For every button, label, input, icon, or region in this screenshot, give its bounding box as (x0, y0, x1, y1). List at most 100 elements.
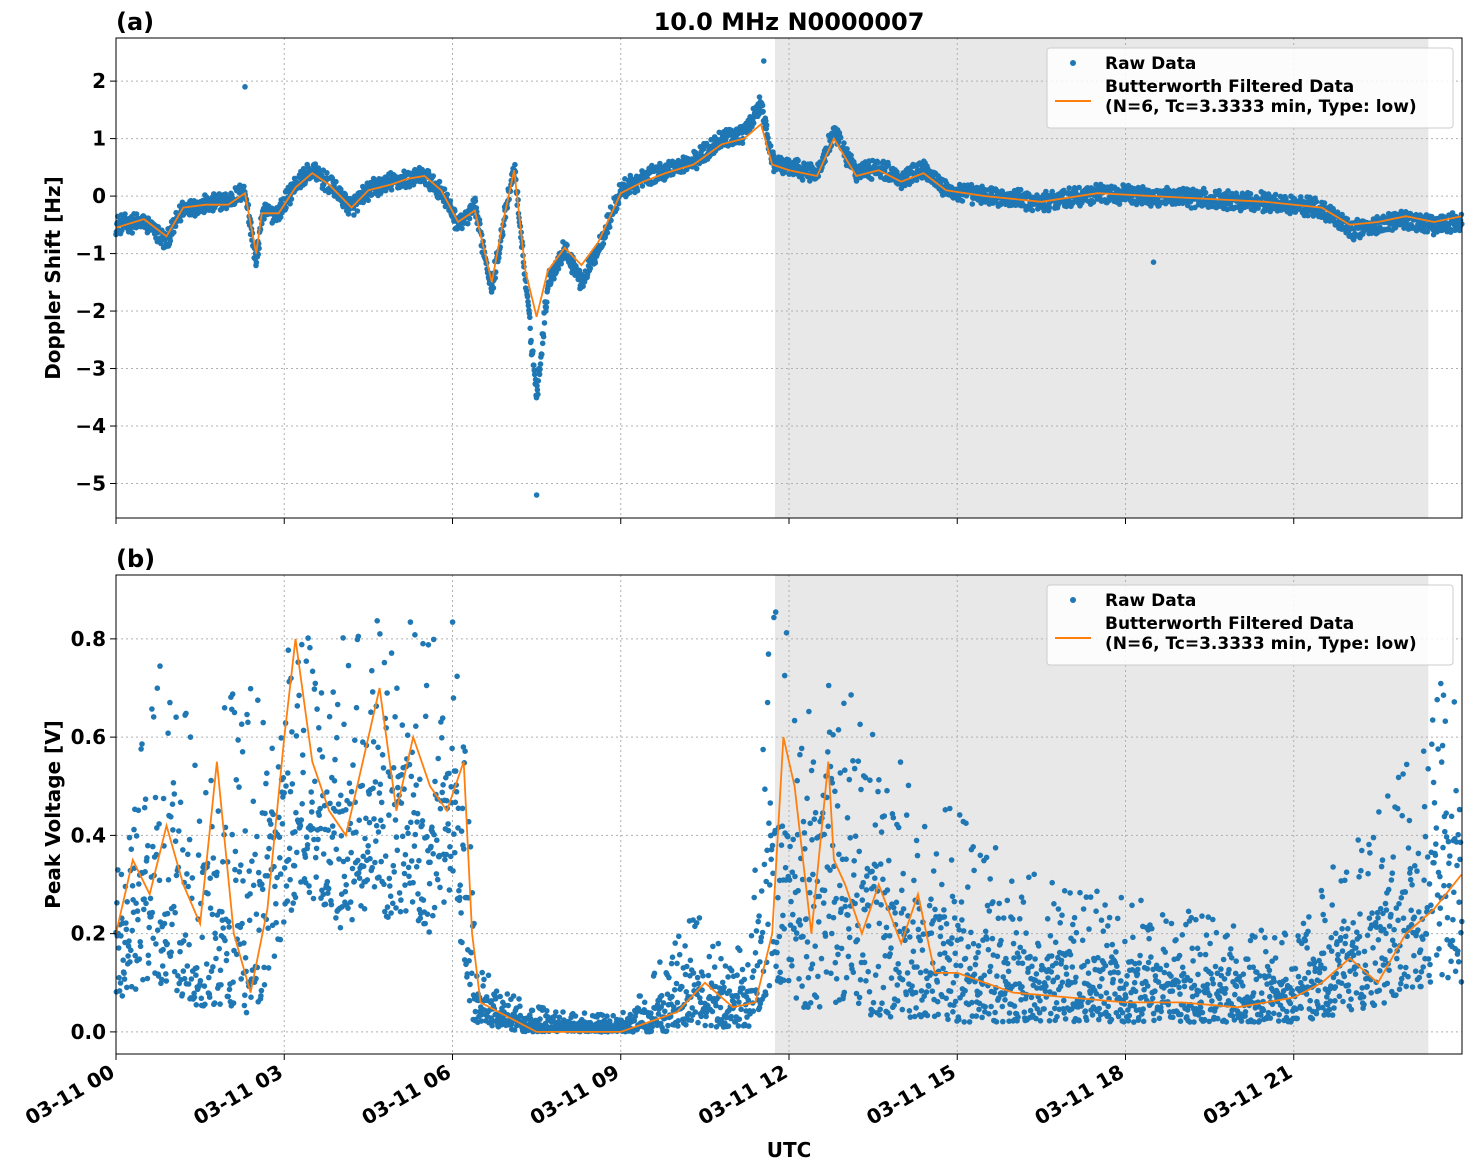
raw-data-point (408, 820, 414, 826)
raw-data-point (959, 899, 965, 905)
raw-data-point (963, 956, 969, 962)
raw-data-point (751, 120, 757, 126)
raw-data-point (311, 896, 317, 902)
raw-data-point (437, 179, 443, 185)
raw-data-point (187, 837, 193, 843)
raw-data-point (952, 899, 958, 905)
raw-data-point (330, 823, 336, 829)
raw-data-point (870, 732, 876, 738)
raw-data-point (899, 888, 905, 894)
raw-data-point (674, 961, 680, 967)
raw-data-point (530, 348, 536, 354)
raw-data-point (710, 944, 716, 950)
raw-data-point (767, 882, 773, 888)
raw-data-point (304, 658, 310, 664)
raw-data-point (391, 869, 397, 875)
raw-data-point (213, 936, 219, 942)
raw-data-point (806, 975, 812, 981)
raw-data-point (292, 829, 298, 835)
raw-data-point (384, 690, 390, 696)
raw-data-point (258, 993, 264, 999)
raw-data-point (833, 896, 839, 902)
raw-data-point (208, 778, 214, 784)
raw-data-point (142, 805, 148, 811)
raw-data-point (935, 999, 941, 1005)
raw-data-point (325, 827, 331, 833)
raw-data-point (835, 803, 841, 809)
raw-data-point (382, 660, 388, 666)
raw-data-point (689, 1017, 695, 1023)
raw-data-point (207, 994, 213, 1000)
raw-data-point (696, 981, 702, 987)
raw-data-point (762, 786, 768, 792)
raw-data-point (879, 1000, 885, 1006)
raw-data-point (846, 954, 852, 960)
raw-data-point (593, 260, 599, 266)
raw-data-point (401, 861, 407, 867)
raw-data-point (218, 968, 224, 974)
raw-data-point (145, 976, 151, 982)
raw-data-point (141, 907, 147, 913)
raw-data-point (202, 1002, 208, 1008)
raw-data-point (149, 706, 155, 712)
raw-data-point (285, 770, 291, 776)
raw-data-point (410, 880, 416, 886)
raw-data-point (251, 799, 257, 805)
raw-data-point (345, 905, 351, 911)
raw-data-point (254, 260, 260, 266)
raw-data-point (231, 1000, 237, 1006)
raw-data-point (810, 961, 816, 967)
raw-data-point (795, 888, 801, 894)
raw-data-point (171, 904, 177, 910)
raw-data-point (360, 783, 366, 789)
raw-data-point (872, 875, 878, 881)
raw-data-point (896, 825, 902, 831)
raw-data-point (354, 705, 360, 711)
raw-data-point (881, 985, 887, 991)
raw-data-point (479, 970, 485, 976)
raw-data-point (794, 930, 800, 936)
raw-data-point (873, 972, 879, 978)
raw-data-point (792, 874, 798, 880)
raw-data-point (860, 880, 866, 886)
raw-data-point (914, 838, 920, 844)
raw-data-point (804, 796, 810, 802)
raw-data-point (333, 179, 339, 185)
raw-data-point (390, 901, 396, 907)
raw-data-point (551, 276, 557, 282)
raw-data-point (219, 909, 225, 915)
raw-data-point (752, 867, 758, 873)
raw-data-point (234, 777, 240, 783)
raw-data-point (119, 872, 125, 878)
raw-data-point (974, 1013, 980, 1019)
raw-data-point (160, 947, 166, 953)
raw-data-point (283, 783, 289, 789)
raw-data-point (669, 994, 675, 1000)
raw-data-point (950, 1009, 956, 1015)
raw-data-point (143, 901, 149, 907)
raw-data-point (211, 855, 217, 861)
raw-data-point (185, 963, 191, 969)
raw-data-point (657, 959, 663, 965)
raw-data-point (661, 1000, 667, 1006)
raw-data-point (178, 218, 184, 224)
raw-data-point (294, 733, 300, 739)
raw-data-point (116, 975, 122, 981)
raw-data-point (336, 801, 342, 807)
raw-data-point (700, 973, 706, 979)
raw-data-point (961, 928, 967, 934)
raw-data-point (951, 980, 957, 986)
raw-data-point (328, 860, 334, 866)
raw-data-point (867, 777, 873, 783)
raw-data-point (918, 970, 924, 976)
raw-data-point (920, 947, 926, 953)
raw-data-point (355, 208, 361, 214)
raw-data-point (432, 905, 438, 911)
raw-data-point (869, 176, 875, 182)
raw-data-point (217, 1001, 223, 1007)
raw-data-point (184, 871, 190, 877)
raw-data-point (197, 818, 203, 824)
raw-data-point (911, 949, 917, 955)
raw-data-point (970, 844, 976, 850)
